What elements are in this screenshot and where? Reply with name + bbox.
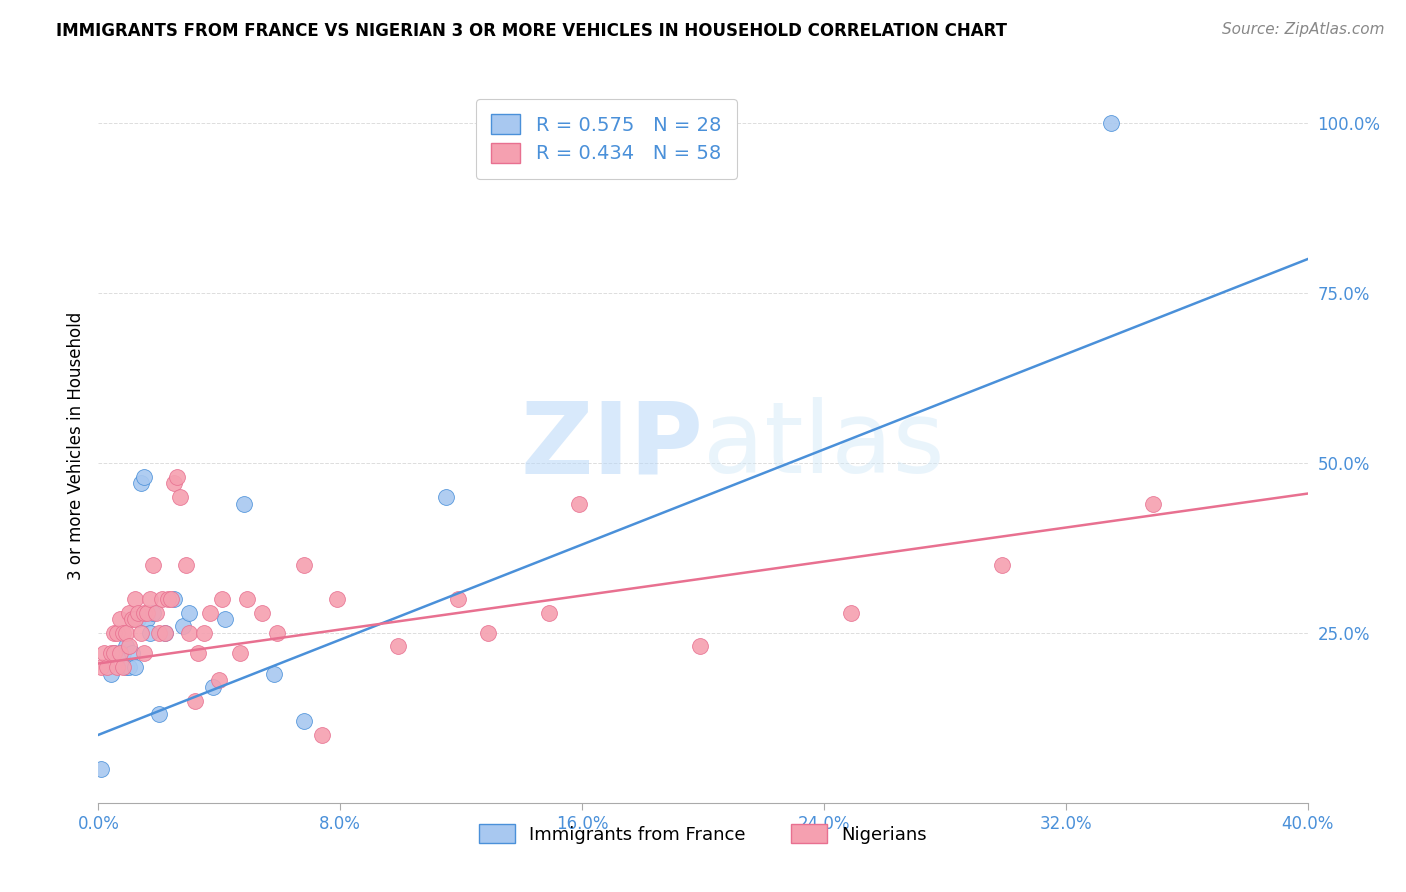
Point [114,640,136,654]
Point [100,646,122,660]
Point [166,469,188,483]
Point [108,646,131,660]
Point [235,591,257,606]
Point [187,646,209,660]
Point [1099,116,1122,130]
Point [179,626,201,640]
Point [568,497,591,511]
Point [208,673,231,688]
Point [108,612,131,626]
Point [142,606,165,620]
Point [135,606,157,620]
Point [142,558,165,572]
Point [132,469,155,483]
Text: ZIP: ZIP [520,398,703,494]
Point [127,606,149,620]
Legend: Immigrants from France, Nigerians: Immigrants from France, Nigerians [471,817,935,851]
Point [114,626,136,640]
Point [160,591,183,606]
Point [129,626,152,640]
Point [434,490,457,504]
Point [292,714,315,729]
Point [169,490,191,504]
Point [129,476,152,491]
Point [148,626,170,640]
Point [447,591,470,606]
Point [250,606,273,620]
Point [263,666,285,681]
Point [90,660,112,674]
Point [156,591,179,606]
Text: atlas: atlas [703,398,945,494]
Point [139,591,162,606]
Point [163,476,186,491]
Point [163,591,186,606]
Point [179,606,201,620]
Point [103,626,125,640]
Point [121,646,143,660]
Point [200,606,222,620]
Point [232,497,254,511]
Point [172,619,194,633]
Point [105,660,128,674]
Point [124,660,146,674]
Y-axis label: 3 or more Vehicles in Household: 3 or more Vehicles in Household [66,312,84,580]
Point [114,660,136,674]
Point [124,591,146,606]
Text: IMMIGRANTS FROM FRANCE VS NIGERIAN 3 OR MORE VEHICLES IN HOUSEHOLD CORRELATION C: IMMIGRANTS FROM FRANCE VS NIGERIAN 3 OR … [56,22,1007,40]
Point [118,640,141,654]
Point [184,694,207,708]
Point [105,626,128,640]
Point [108,646,131,660]
Point [387,640,409,654]
Point [118,606,141,620]
Point [90,762,112,776]
Point [124,612,146,626]
Point [96,660,118,674]
Point [1142,497,1164,511]
Point [135,612,157,626]
Point [145,606,167,620]
Point [100,666,122,681]
Point [139,626,162,640]
Point [174,558,197,572]
Point [111,646,134,660]
Point [111,626,134,640]
Point [326,591,349,606]
Point [118,660,141,674]
Point [292,558,315,572]
Point [111,660,134,674]
Point [103,646,125,660]
Point [127,612,149,626]
Point [211,591,233,606]
Point [202,680,225,694]
Point [214,612,236,626]
Point [477,626,499,640]
Point [266,626,288,640]
Point [193,626,215,640]
Point [121,612,143,626]
Point [537,606,560,620]
Point [839,606,862,620]
Point [150,591,173,606]
Point [132,606,155,620]
Point [153,626,176,640]
Point [93,646,115,660]
Point [229,646,252,660]
Point [148,707,170,722]
Point [103,646,125,660]
Point [689,640,711,654]
Text: Source: ZipAtlas.com: Source: ZipAtlas.com [1222,22,1385,37]
Point [311,728,333,742]
Point [132,646,155,660]
Point [991,558,1014,572]
Point [153,626,176,640]
